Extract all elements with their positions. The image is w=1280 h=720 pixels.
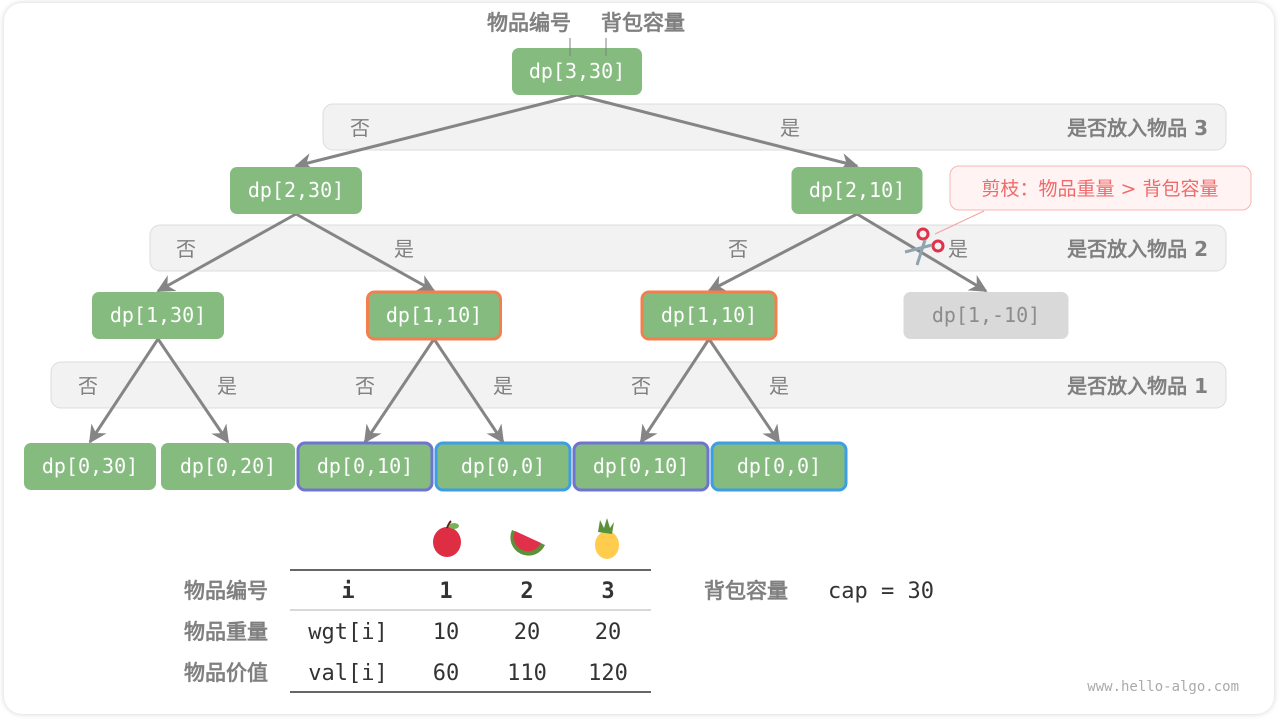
yes-label: 是 xyxy=(394,237,414,261)
no-label: 否 xyxy=(78,374,98,398)
table-cell: 20 xyxy=(514,620,541,645)
tree-node: dp[2,30] xyxy=(230,167,362,214)
watermelon-icon xyxy=(510,530,545,556)
no-label: 否 xyxy=(176,237,196,261)
apple-icon xyxy=(433,520,461,557)
table-cell: 1 xyxy=(439,579,452,604)
tree-node: dp[0,10] xyxy=(296,441,434,492)
capacity-label: 背包容量 xyxy=(704,579,788,603)
no-label: 否 xyxy=(631,374,651,398)
node-label: dp[1,-10] xyxy=(932,303,1040,327)
table-cell: wgt[i] xyxy=(308,620,387,645)
node-label: dp[0,0] xyxy=(461,454,545,478)
node-box xyxy=(640,290,778,341)
row-header: 物品价值 xyxy=(184,661,268,685)
tree-node: dp[0,0] xyxy=(434,441,572,492)
node-label: dp[0,30] xyxy=(42,454,138,478)
yes-label: 是 xyxy=(217,374,237,398)
row-header: 物品编号 xyxy=(184,579,268,603)
node-label: dp[1,10] xyxy=(661,303,757,327)
node-box xyxy=(296,441,434,492)
tree-edge xyxy=(639,338,711,444)
prune-note-box xyxy=(949,165,1252,211)
node-box xyxy=(230,167,362,214)
node-label: dp[2,10] xyxy=(809,178,905,202)
table-cell: 110 xyxy=(507,661,547,686)
node-label: dp[0,10] xyxy=(593,454,689,478)
decision-band-1 xyxy=(50,361,1227,409)
capacity-caption: 背包容量 xyxy=(601,11,685,35)
capacity-value: cap = 30 xyxy=(828,579,934,604)
node-box xyxy=(512,48,642,95)
tree-edge xyxy=(707,212,858,293)
node-box xyxy=(791,167,923,214)
table-cell: 120 xyxy=(588,661,628,686)
node-label: dp[0,0] xyxy=(737,454,821,478)
prune-note: 剪枝：物品重量 > 背包容量 xyxy=(982,178,1219,200)
node-box xyxy=(710,441,848,492)
tree-edge xyxy=(576,93,859,171)
tree-edge xyxy=(156,212,297,293)
tree-edge xyxy=(432,338,505,444)
table-cell: val[i] xyxy=(308,661,387,686)
yes-label: 是 xyxy=(493,374,513,398)
no-label: 否 xyxy=(355,374,375,398)
item-index-caption: 物品编号 xyxy=(487,11,571,35)
scissors-icon xyxy=(904,227,945,266)
table-cell: 60 xyxy=(433,661,460,686)
tree-edge xyxy=(363,338,436,444)
note-pointer xyxy=(934,210,985,235)
no-label: 否 xyxy=(728,237,748,261)
table-cell: i xyxy=(341,579,354,604)
pineapple-icon xyxy=(595,518,619,559)
tree-edge xyxy=(707,338,781,444)
decision-band-label: 是否放入物品 2 xyxy=(1066,237,1208,261)
tree-node: dp[0,30] xyxy=(24,443,156,490)
tree-node: dp[1,10] xyxy=(640,290,778,341)
decision-band-label: 是否放入物品 3 xyxy=(1066,116,1208,140)
decision-band-3 xyxy=(322,103,1227,151)
tree-node: dp[0,10] xyxy=(572,441,710,492)
table-cell: 10 xyxy=(433,620,460,645)
table-cell: 3 xyxy=(601,579,614,604)
tree-edge xyxy=(294,93,578,171)
node-box xyxy=(903,292,1069,339)
tree-node: dp[1,10] xyxy=(366,290,502,341)
decision-band-label: 是否放入物品 1 xyxy=(1066,374,1208,398)
no-label: 否 xyxy=(350,116,370,140)
tree-node: dp[2,10] xyxy=(791,167,923,214)
yes-label: 是 xyxy=(769,374,789,398)
node-label: dp[1,10] xyxy=(386,303,482,327)
tree-edge xyxy=(295,212,436,293)
node-label: dp[0,20] xyxy=(180,454,276,478)
yes-label: 是 xyxy=(780,116,800,140)
tree-node: dp[1,30] xyxy=(92,292,224,339)
watermark: www.hello-algo.com xyxy=(1087,679,1239,695)
tree-node: dp[3,30] xyxy=(512,48,642,95)
node-label: dp[2,30] xyxy=(248,178,344,202)
node-label: dp[0,10] xyxy=(317,454,413,478)
node-label: dp[3,30] xyxy=(529,59,625,83)
node-box xyxy=(92,292,224,339)
tree-edge xyxy=(88,338,160,444)
tree-node: dp[0,0] xyxy=(710,441,848,492)
row-header: 物品重量 xyxy=(184,620,268,644)
table-cell: 20 xyxy=(595,620,622,645)
node-box xyxy=(24,443,156,490)
decision-band-2 xyxy=(149,224,1227,272)
yes-label: 是 xyxy=(948,237,968,261)
tree-node: dp[1,-10] xyxy=(903,292,1069,339)
tree-node: dp[0,20] xyxy=(161,443,295,490)
node-label: dp[1,30] xyxy=(110,303,206,327)
tree-edge xyxy=(156,338,230,444)
node-box xyxy=(366,290,502,341)
node-box xyxy=(161,443,295,490)
table-cell: 2 xyxy=(520,579,533,604)
node-box xyxy=(434,441,572,492)
node-box xyxy=(572,441,710,492)
